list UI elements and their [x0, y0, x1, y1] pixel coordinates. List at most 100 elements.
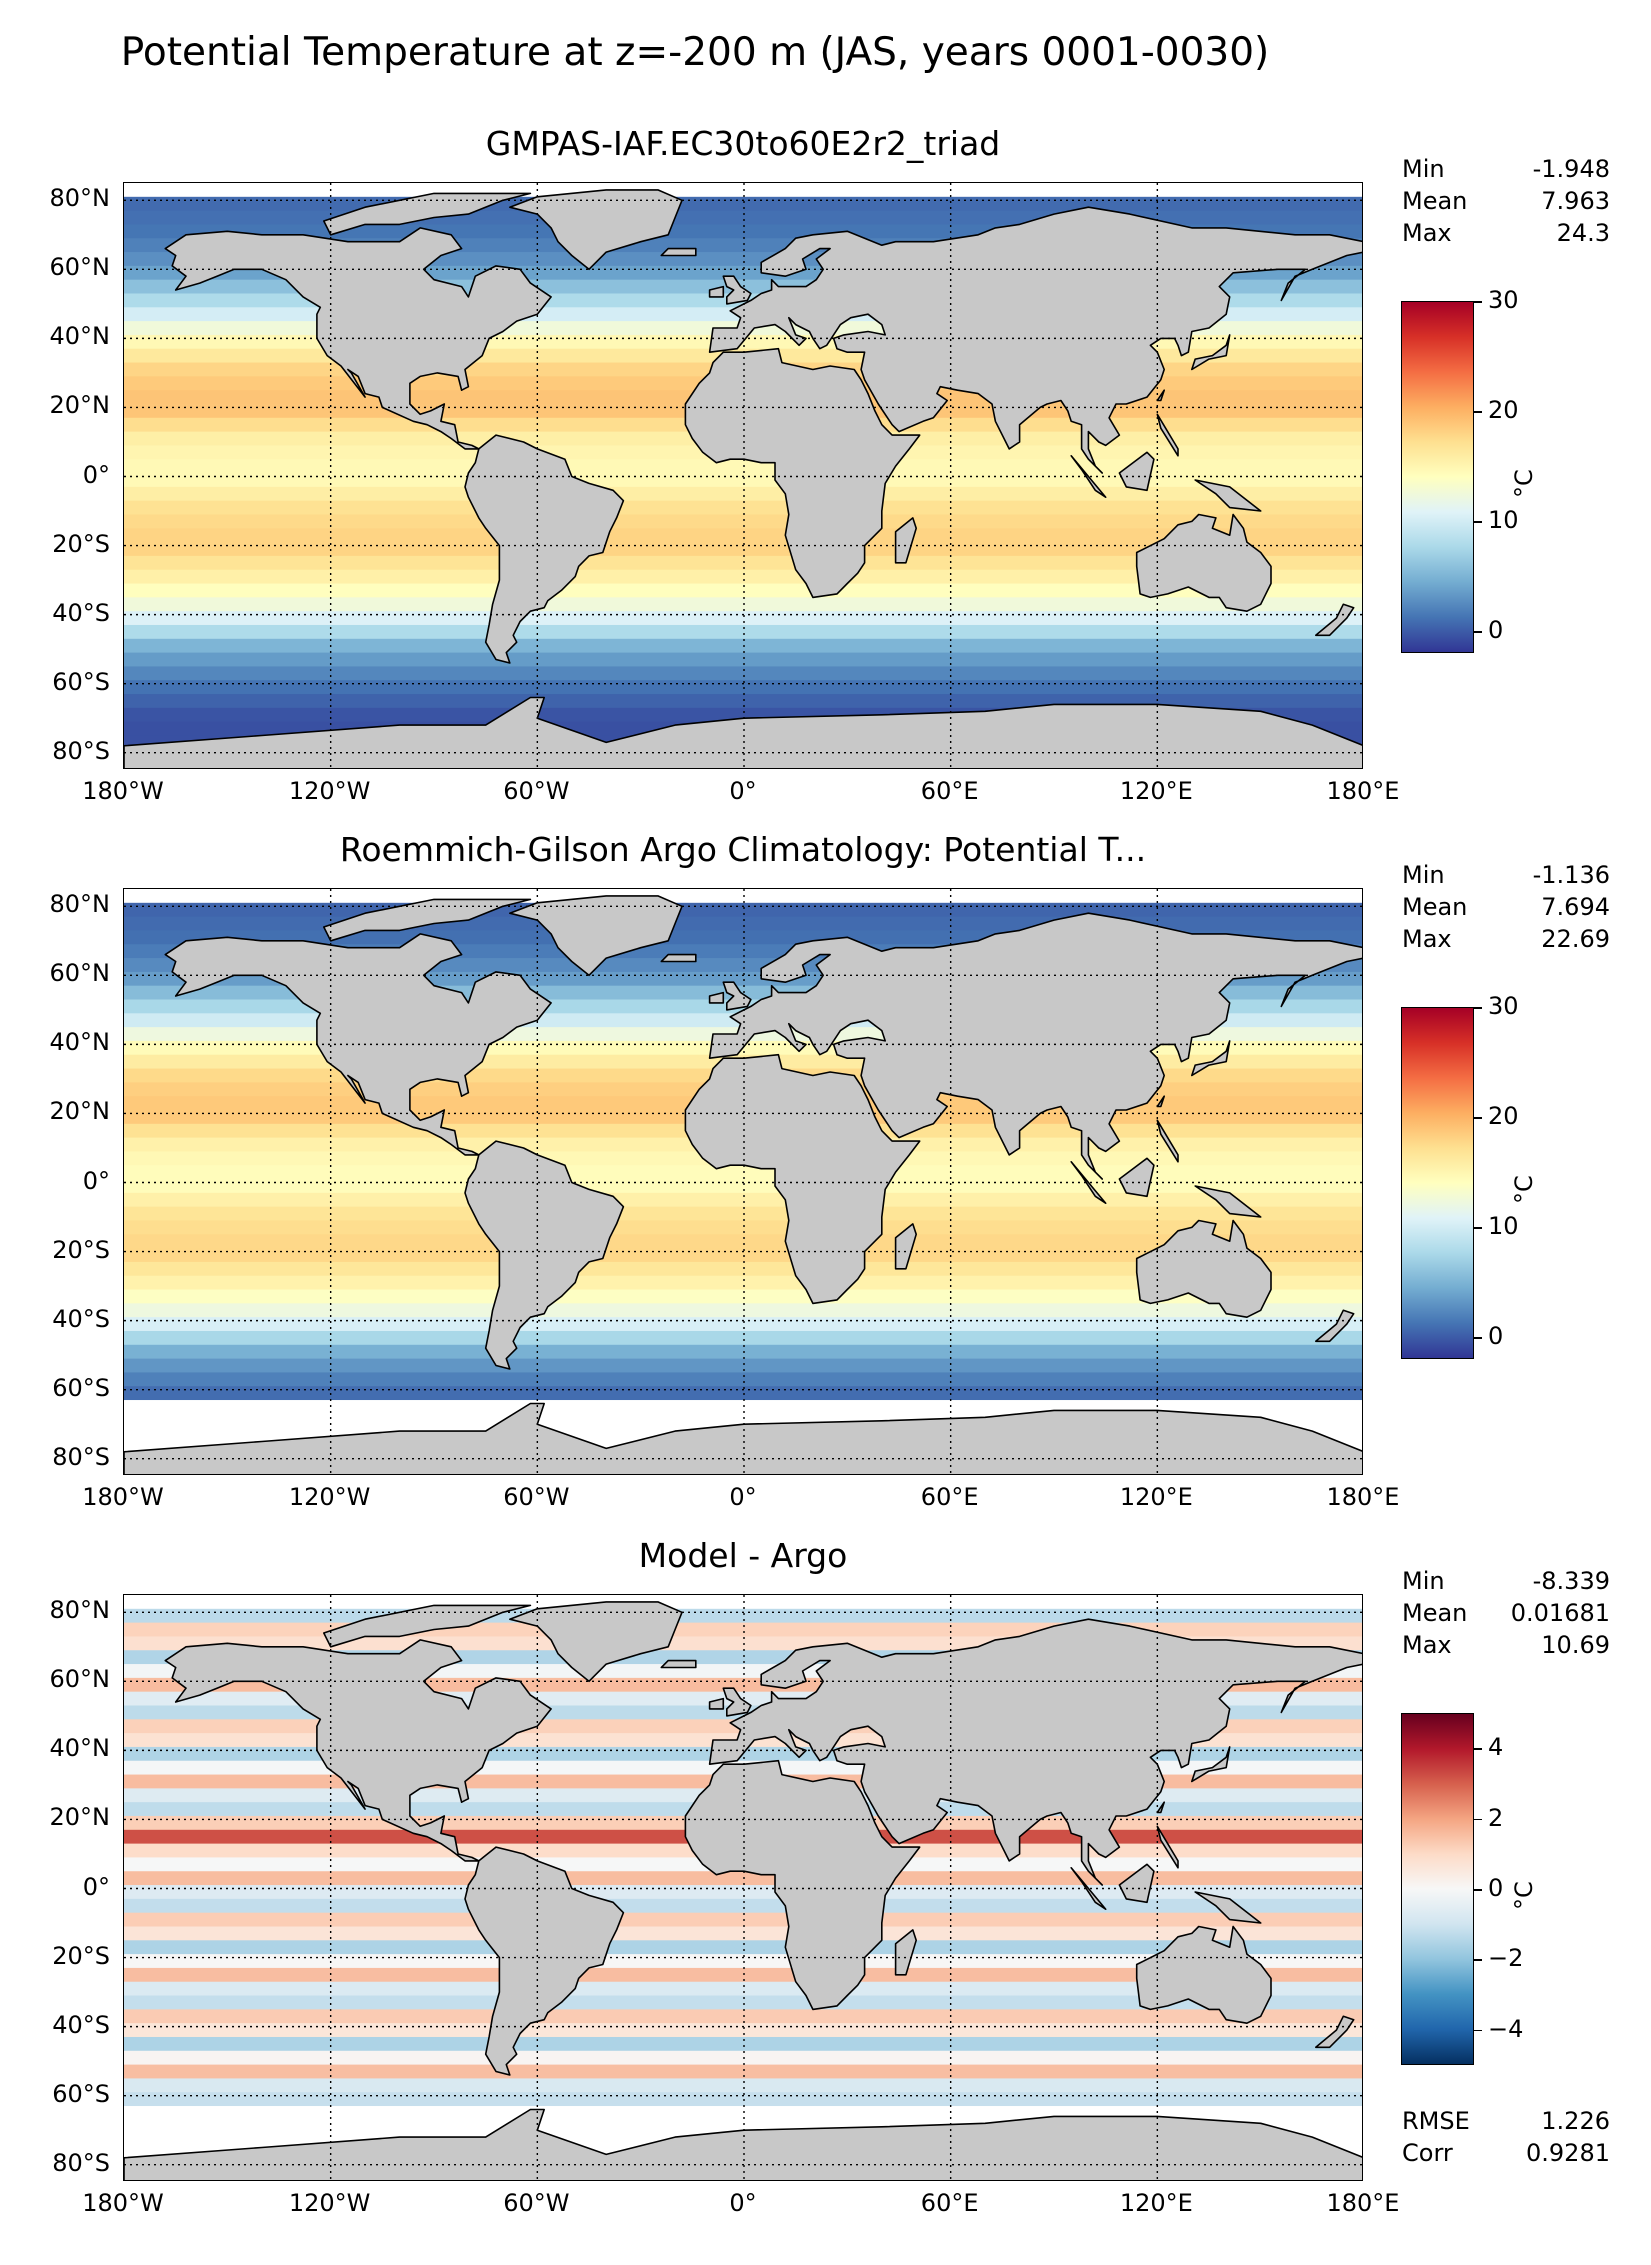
y-tick-label: 80°S	[52, 736, 110, 765]
field-band	[124, 459, 1362, 474]
y-tick-label: 40°S	[52, 598, 110, 627]
field-band	[124, 528, 1362, 543]
colorbar-tick-mark	[1474, 411, 1482, 413]
colorbar-tick-mark	[1474, 1959, 1482, 1961]
field-band	[124, 638, 1362, 654]
y-tick-label: 0°	[82, 460, 110, 489]
land-mass	[508, 1601, 683, 1683]
colorbar-tick-mark	[1474, 1889, 1482, 1891]
colorbar-tick-label: −2	[1488, 1944, 1524, 1973]
colorbar-label: °C	[1510, 469, 1538, 498]
colorbar-tick-mark	[1474, 631, 1482, 633]
x-tick-label: 60°E	[920, 777, 979, 805]
x-tick-label: 60°W	[503, 2189, 570, 2217]
stat-label: Max	[1402, 925, 1452, 953]
field-band	[124, 2023, 1362, 2038]
y-tick-label: 40°N	[49, 322, 111, 351]
y-tick-label: 60°S	[52, 2079, 110, 2108]
field-band	[124, 542, 1362, 557]
y-tick-label: 20°N	[49, 1097, 111, 1126]
land-mass	[1156, 389, 1165, 402]
field-band	[124, 1885, 1362, 1900]
colorbar-tick-mark	[1474, 1818, 1482, 1821]
stat-label: Min	[1402, 861, 1445, 889]
stat-value: 7.963	[1541, 187, 1610, 215]
land-mass	[1191, 1746, 1231, 1783]
stat-value: 7.694	[1541, 893, 1610, 921]
x-tick-label: 0°	[729, 777, 757, 805]
land-mass	[1156, 413, 1179, 457]
field-band	[124, 1206, 1362, 1222]
colorbar	[1401, 1007, 1474, 1359]
field-band	[124, 1179, 1362, 1194]
land-mass	[1315, 1309, 1355, 1343]
y-tick-label: 80°S	[52, 2148, 110, 2177]
colorbar-tick-label: 30	[1488, 286, 1519, 314]
field-band	[124, 1967, 1362, 1983]
panel-title: Roemmich-Gilson Argo Climatology: Potent…	[339, 830, 1147, 869]
field-band	[124, 569, 1362, 585]
colorbar-tick-mark	[1474, 301, 1482, 303]
colorbar-tick-mark	[1474, 1227, 1482, 1229]
argo-map	[123, 888, 1363, 1475]
field-band	[124, 1954, 1362, 1969]
land-mass	[660, 953, 697, 963]
land-mass	[708, 1697, 725, 1710]
model-map	[123, 182, 1363, 769]
x-tick-label: 120°E	[1119, 2189, 1193, 2217]
y-tick-label: 40°N	[49, 1734, 111, 1763]
land-mass	[464, 434, 625, 664]
field-band	[124, 1386, 1362, 1401]
field-band	[124, 2064, 1362, 2080]
y-tick-label: 80°N	[49, 184, 111, 213]
rmse-value: 1.226	[1541, 2107, 1610, 2135]
land-mass	[708, 1618, 1362, 1886]
field-band	[124, 1248, 1362, 1263]
field-band	[124, 2050, 1362, 2066]
field-band	[124, 555, 1362, 571]
land-mass	[722, 1687, 752, 1717]
stat-value: -1.136	[1532, 861, 1610, 889]
land-mass	[708, 206, 1362, 474]
x-tick-label: 120°W	[288, 2189, 371, 2217]
field-band	[124, 1330, 1362, 1346]
y-tick-label: 20°S	[52, 529, 110, 558]
land-mass	[1135, 1925, 1272, 2025]
land-mass	[464, 1846, 625, 2076]
x-tick-label: 180°W	[82, 777, 164, 805]
land-mass	[722, 275, 752, 305]
field-band	[124, 1289, 1362, 1304]
colorbar-tick-mark	[1474, 1337, 1482, 1339]
y-tick-label: 20°N	[49, 391, 111, 420]
stat-value: 10.69	[1541, 1631, 1610, 1659]
field-band	[124, 514, 1362, 529]
corr-value: 0.9281	[1526, 2139, 1610, 2167]
land-mass	[660, 247, 697, 257]
land-mass	[894, 1929, 918, 1976]
field-band	[124, 1220, 1362, 1235]
land-mass	[508, 895, 683, 977]
stat-value: 22.69	[1541, 925, 1610, 953]
field-band	[124, 583, 1362, 598]
y-tick-label: 60°N	[49, 959, 111, 988]
x-tick-label: 180°W	[82, 2189, 164, 2217]
land-mass	[1191, 334, 1231, 371]
colorbar-tick-label: 20	[1488, 396, 1519, 424]
y-tick-label: 60°S	[52, 667, 110, 696]
field-band	[124, 1940, 1362, 1955]
y-tick-label: 0°	[82, 1872, 110, 1901]
field-band	[124, 1344, 1362, 1360]
stat-label: Min	[1402, 155, 1445, 183]
x-tick-label: 180°W	[82, 1483, 164, 1511]
land-mass	[1194, 1185, 1262, 1218]
field-band	[124, 652, 1362, 668]
colorbar-tick-mark	[1474, 2029, 1482, 2032]
x-tick-label: 60°E	[920, 2189, 979, 2217]
colorbar-tick-mark	[1474, 1117, 1482, 1119]
colorbar-tick-mark	[1474, 1748, 1482, 1750]
x-tick-label: 120°E	[1119, 1483, 1193, 1511]
corr-label: Corr	[1402, 2139, 1453, 2167]
field-band	[124, 624, 1362, 640]
y-tick-label: 40°S	[52, 2010, 110, 2039]
field-band	[124, 2009, 1362, 2024]
